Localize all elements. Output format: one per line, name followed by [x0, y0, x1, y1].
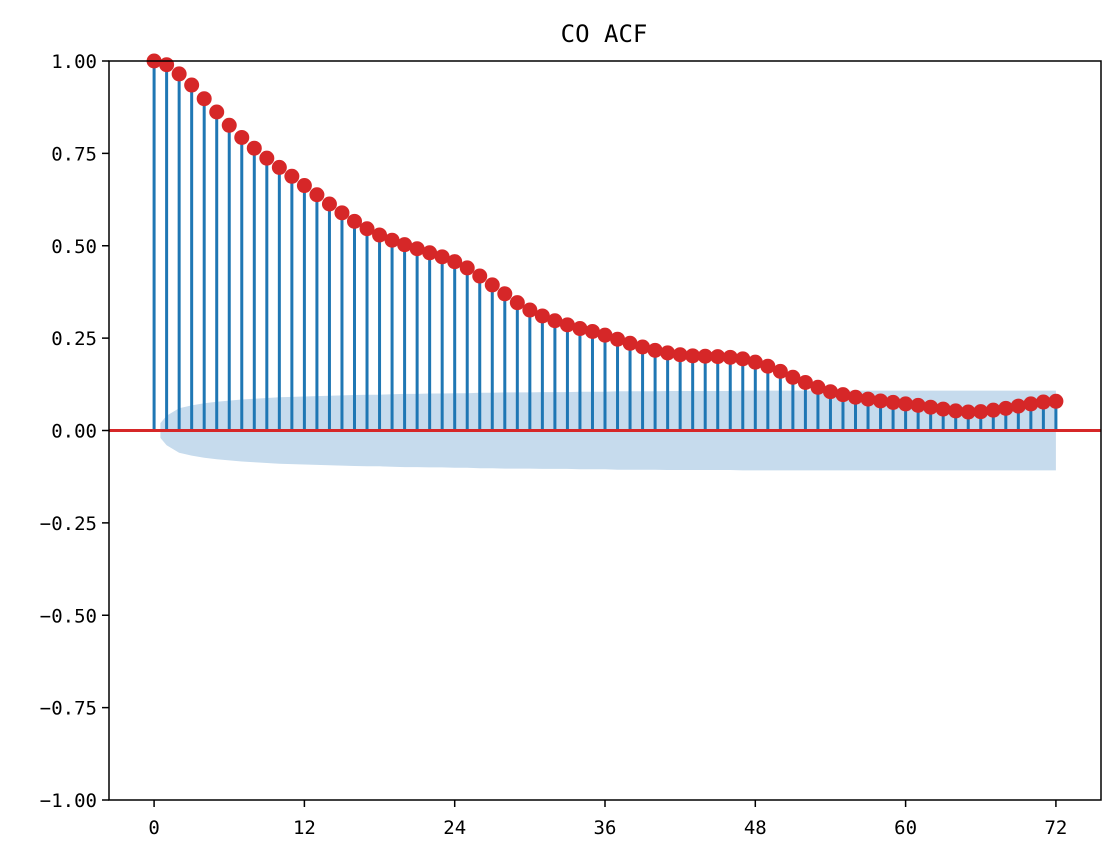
- acf-point-lag-2: [171, 66, 187, 82]
- acf-point-lag-47: [735, 351, 751, 367]
- acf-point-lag-5: [209, 104, 225, 120]
- y-tick-label-8: −1.00: [40, 790, 97, 812]
- acf-point-lag-56: [848, 389, 864, 405]
- acf-point-lag-54: [822, 384, 838, 400]
- acf-point-lag-44: [697, 348, 713, 364]
- x-tick-label-60: 60: [894, 817, 917, 839]
- acf-point-lag-45: [710, 349, 726, 365]
- acf-point-lag-28: [497, 286, 513, 302]
- acf-point-lag-34: [572, 321, 588, 337]
- y-tick-label-7: −0.75: [40, 698, 97, 720]
- acf-point-lag-60: [898, 396, 914, 412]
- acf-point-lag-7: [234, 129, 250, 145]
- acf-point-lag-38: [622, 335, 638, 351]
- acf-point-lag-30: [522, 302, 538, 318]
- acf-point-lag-26: [472, 268, 488, 284]
- y-tick-label-4: 0.00: [51, 421, 97, 443]
- acf-point-lag-52: [797, 374, 813, 390]
- acf-point-lag-1: [159, 57, 175, 73]
- acf-point-lag-33: [559, 317, 575, 333]
- acf-point-lag-51: [785, 369, 801, 385]
- acf-point-lag-16: [346, 213, 362, 229]
- acf-point-lag-35: [584, 323, 600, 339]
- acf-point-lag-40: [647, 342, 663, 358]
- acf-point-lag-36: [597, 327, 613, 343]
- acf-point-lag-21: [409, 241, 425, 257]
- chart-title: CO ACF: [561, 20, 648, 48]
- acf-point-lag-12: [296, 178, 312, 194]
- acf-point-lag-58: [873, 393, 889, 409]
- acf-point-lag-31: [534, 308, 550, 324]
- acf-point-lag-27: [484, 277, 500, 293]
- x-tick-label-48: 48: [744, 817, 767, 839]
- acf-point-lag-61: [910, 397, 926, 413]
- x-tick-label-72: 72: [1044, 817, 1067, 839]
- x-tick-label-24: 24: [443, 817, 466, 839]
- acf-point-lag-71: [1035, 394, 1051, 410]
- acf-point-lag-25: [459, 260, 475, 276]
- x-tick-label-12: 12: [293, 817, 316, 839]
- acf-point-lag-67: [985, 402, 1001, 418]
- acf-point-lag-65: [960, 404, 976, 420]
- acf-point-lag-20: [397, 237, 413, 253]
- acf-point-lag-53: [810, 379, 826, 395]
- acf-point-lag-14: [321, 196, 337, 212]
- plot-area: [109, 53, 1101, 471]
- acf-point-lag-6: [221, 117, 237, 133]
- acf-point-lag-17: [359, 221, 375, 237]
- x-tick-label-36: 36: [594, 817, 617, 839]
- acf-point-lag-8: [246, 140, 262, 156]
- acf-point-lag-48: [747, 354, 763, 370]
- acf-point-lag-62: [923, 399, 939, 415]
- acf-point-lag-57: [860, 391, 876, 407]
- acf-point-lag-13: [309, 187, 325, 203]
- acf-point-lag-23: [434, 249, 450, 265]
- acf-point-lag-11: [284, 168, 300, 184]
- acf-point-lag-43: [685, 348, 701, 364]
- acf-point-lag-15: [334, 205, 350, 221]
- acf-point-lag-66: [973, 404, 989, 420]
- axes: 0 12 24 36 48 60 72 1.00 0.75 0.50 0.25 0.00 −0.25 −0…: [40, 51, 1068, 839]
- acf-point-lag-68: [998, 400, 1014, 416]
- acf-point-lag-55: [835, 387, 851, 403]
- acf-point-lag-37: [610, 331, 626, 347]
- acf-point-lag-32: [547, 313, 563, 329]
- acf-point-lag-19: [384, 232, 400, 248]
- acf-point-lag-42: [672, 347, 688, 363]
- y-tick-label-6: −0.50: [40, 605, 97, 627]
- acf-point-lag-39: [635, 339, 651, 355]
- y-tick-label-1: 0.75: [51, 143, 97, 165]
- acf-point-lag-41: [660, 345, 676, 361]
- acf-point-lag-59: [885, 394, 901, 410]
- acf-point-lag-46: [722, 349, 738, 365]
- acf-point-lag-18: [372, 227, 388, 243]
- y-tick-label-5: −0.25: [40, 513, 97, 535]
- acf-point-lag-49: [760, 358, 776, 374]
- acf-point-lag-63: [935, 401, 951, 417]
- acf-point-lag-22: [422, 245, 438, 261]
- y-tick-label-3: 0.25: [51, 328, 97, 350]
- acf-point-lag-10: [271, 159, 287, 175]
- acf-point-lag-50: [772, 363, 788, 379]
- acf-point-lag-4: [196, 91, 212, 107]
- acf-point-lag-24: [447, 254, 463, 270]
- y-tick-label-0: 1.00: [51, 51, 97, 73]
- acf-point-lag-9: [259, 150, 275, 166]
- acf-point-lag-29: [509, 295, 525, 311]
- acf-point-lag-3: [184, 77, 200, 93]
- y-tick-label-2: 0.50: [51, 236, 97, 258]
- x-tick-label-0: 0: [148, 817, 159, 839]
- acf-point-lag-69: [1010, 398, 1026, 414]
- acf-point-lag-70: [1023, 396, 1039, 412]
- acf-point-lag-72: [1048, 393, 1064, 409]
- acf-point-lag-64: [948, 403, 964, 419]
